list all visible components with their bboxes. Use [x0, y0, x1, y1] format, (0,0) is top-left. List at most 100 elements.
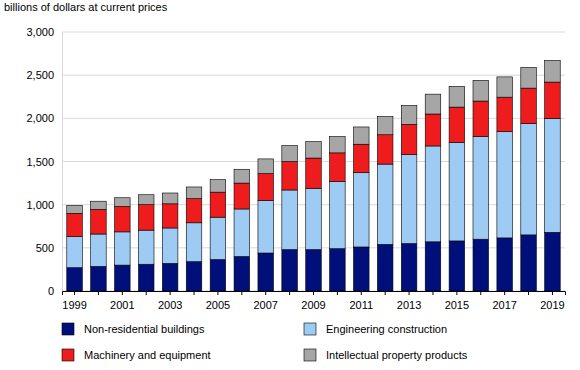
y-tick-label: 2,000	[26, 112, 54, 124]
bar	[91, 201, 107, 209]
bar	[497, 238, 513, 291]
legend-item: Non-residential buildings	[62, 323, 205, 335]
bar	[91, 234, 107, 266]
y-tick-label: 500	[36, 242, 54, 254]
bar	[210, 259, 226, 291]
x-tick-mark	[409, 291, 410, 295]
x-tick	[241, 291, 242, 295]
bar	[162, 228, 178, 263]
bar	[449, 241, 465, 291]
x-tick-label: 2019	[540, 299, 564, 311]
bar	[545, 118, 561, 232]
x-tick-label: 2009	[301, 299, 325, 311]
bar	[306, 188, 322, 249]
bar	[401, 124, 417, 154]
x-tick-mark	[313, 291, 314, 295]
bar	[377, 135, 393, 164]
x-tick-label: 2001	[110, 299, 134, 311]
x-tick-mark	[337, 291, 338, 295]
x-tick: 2017	[492, 291, 516, 311]
x-tick: 2003	[158, 291, 182, 311]
bar	[377, 164, 393, 244]
bar	[521, 67, 537, 88]
bar	[162, 193, 178, 204]
x-tick-mark	[456, 291, 457, 295]
bar	[425, 242, 441, 291]
grid-line	[62, 32, 565, 33]
x-tick	[146, 291, 147, 295]
bar	[401, 155, 417, 244]
y-tick: 0	[48, 285, 62, 297]
bar	[115, 206, 131, 231]
bar	[545, 82, 561, 118]
bars	[67, 60, 560, 291]
bar	[234, 209, 250, 256]
bar	[258, 253, 274, 291]
bar	[306, 158, 322, 188]
x-tick	[289, 291, 290, 295]
bar	[449, 86, 465, 107]
x-tick: 2013	[397, 291, 421, 311]
bar	[138, 230, 154, 264]
x-tick-label: 2011	[349, 299, 373, 311]
bar	[282, 162, 298, 190]
bar	[138, 195, 154, 205]
x-tick: 1999	[62, 291, 86, 311]
bar	[234, 256, 250, 291]
grid-line	[62, 75, 565, 76]
x-tick-label: 2013	[397, 299, 421, 311]
x-tick: 2019	[540, 291, 564, 311]
y-tick-label: 1,500	[26, 156, 54, 168]
bar	[377, 244, 393, 291]
bar	[545, 232, 561, 291]
bar	[115, 232, 131, 265]
y-axis: 0 500 1,000 1,500 2,000 2,500 3,000	[26, 26, 62, 297]
y-tick-label: 2,500	[26, 69, 54, 81]
legend-item: Engineering construction	[304, 323, 447, 335]
bar	[425, 94, 441, 114]
x-tick-mark	[98, 291, 99, 295]
y-tick: 1,000	[26, 199, 62, 211]
bar	[330, 249, 346, 291]
bar	[258, 159, 274, 174]
x-tick-mark	[361, 291, 362, 295]
bar	[186, 187, 202, 199]
x-tick-label: 1999	[62, 299, 86, 311]
bar	[354, 127, 370, 144]
bar	[330, 136, 346, 152]
y-axis-title: billions of dollars at current prices	[4, 1, 168, 13]
y-tick-label: 0	[48, 285, 54, 297]
x-tick: 2015	[445, 291, 469, 311]
series	[67, 60, 560, 213]
grid-line	[62, 118, 565, 119]
bar	[91, 209, 107, 234]
x-tick	[432, 291, 433, 295]
legend-item: Machinery and equipment	[62, 349, 211, 361]
x-tick	[98, 291, 99, 295]
bar	[449, 143, 465, 241]
bar	[497, 97, 513, 132]
bar	[425, 114, 441, 146]
series	[67, 118, 560, 267]
x-tick: 2011	[349, 291, 373, 311]
x-tick: 2007	[253, 291, 277, 311]
bar	[258, 174, 274, 201]
bar	[521, 88, 537, 123]
x-tick-mark	[194, 291, 195, 295]
y-tick: 500	[36, 242, 62, 254]
bar	[306, 250, 322, 291]
series	[67, 82, 560, 237]
legend-swatch	[62, 349, 74, 361]
x-axis-line	[63, 292, 566, 296]
x-tick	[480, 291, 481, 295]
x-tick-mark	[552, 291, 553, 295]
y-tick-label: 3,000	[26, 26, 54, 38]
bar	[115, 265, 131, 291]
x-tick	[194, 291, 195, 295]
legend-swatch	[304, 323, 316, 335]
bar	[449, 107, 465, 142]
bar	[401, 244, 417, 291]
bar	[282, 190, 298, 250]
bar	[401, 105, 417, 124]
x-tick-label: 2003	[158, 299, 182, 311]
